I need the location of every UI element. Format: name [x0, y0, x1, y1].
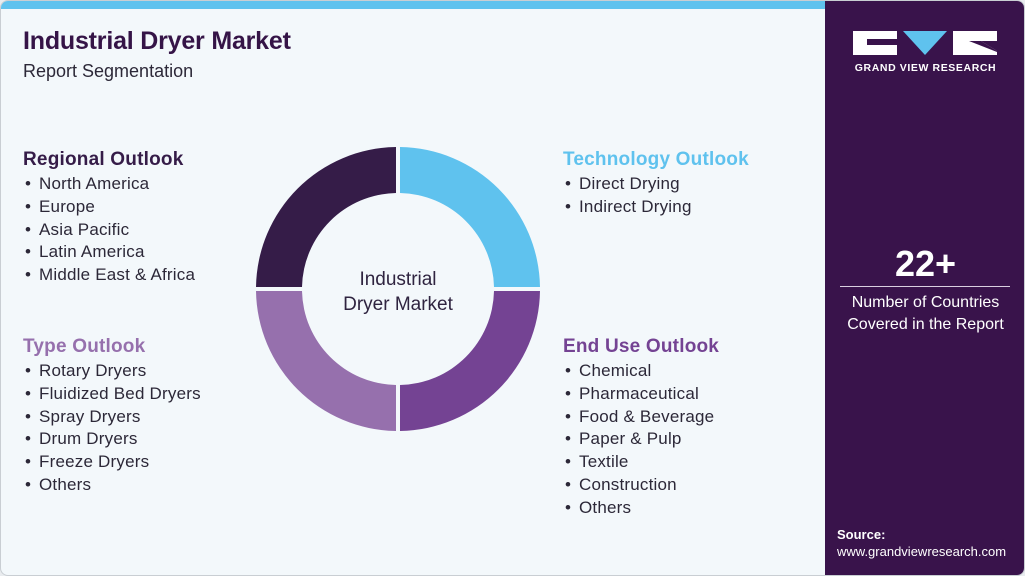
side-panel [825, 1, 1024, 575]
regional-outlook-section: Regional Outlook North America Europe As… [23, 149, 195, 287]
source-url-link[interactable]: www.grandviewresearch.com [837, 544, 1007, 559]
list-item: Textile [563, 451, 719, 474]
segmentation-donut [256, 147, 540, 431]
list-item: Indirect Drying [563, 196, 749, 219]
list-item: Construction [563, 474, 719, 497]
end-use-outlook-section: End Use Outlook Chemical Pharmaceutical … [563, 336, 719, 520]
end-use-outlook-title: End Use Outlook [563, 336, 720, 357]
countries-count: 22+ [894, 243, 957, 284]
list-item: Asia Pacific [23, 219, 195, 242]
list-item: Direct Drying [563, 173, 749, 196]
regional-outlook-list: North America Europe Asia Pacific Latin … [23, 173, 195, 287]
regional-outlook-title: Regional Outlook [23, 149, 184, 170]
technology-outlook-title: Technology Outlook [563, 149, 749, 170]
list-item: Middle East & Africa [23, 264, 195, 287]
donut-segment-end-use [400, 291, 540, 431]
list-item: Food & Beverage [563, 406, 719, 429]
countries-label-line1: Number of Countries [851, 294, 1000, 311]
list-item: Chemical [563, 360, 719, 383]
list-item: Others [563, 497, 719, 520]
top-accent-bar [1, 1, 825, 9]
list-item: Europe [23, 196, 195, 219]
donut-segment-technology [400, 147, 540, 287]
list-item: Latin America [23, 241, 195, 264]
donut-center-line2: Dryer Market [343, 294, 453, 315]
source-label: Source: [837, 527, 886, 542]
donut-segment-type [256, 291, 396, 431]
list-item: Spray Dryers [23, 406, 201, 429]
page-title: Industrial Dryer Market [23, 27, 291, 55]
list-item: Drum Dryers [23, 428, 201, 451]
technology-outlook-section: Technology Outlook Direct Drying Indirec… [563, 149, 749, 219]
list-item: North America [23, 173, 195, 196]
list-item: Pharmaceutical [563, 383, 719, 406]
donut-segment-regional [256, 147, 396, 287]
list-item: Paper & Pulp [563, 428, 719, 451]
grand-view-research-logo-icon [853, 31, 997, 55]
donut-center-line1: Industrial [359, 269, 437, 290]
type-outlook-section: Type Outlook Rotary Dryers Fluidized Bed… [23, 336, 201, 497]
countries-label: Number of Countries Covered in the Repor… [825, 292, 1024, 336]
logo-text: GRAND VIEW RESEARCH [854, 62, 997, 74]
page-subtitle: Report Segmentation [23, 61, 194, 81]
type-outlook-title: Type Outlook [23, 336, 146, 357]
stat-divider [840, 286, 1010, 287]
list-item: Freeze Dryers [23, 451, 201, 474]
technology-outlook-list: Direct Drying Indirect Drying [563, 173, 749, 219]
end-use-outlook-list: Chemical Pharmaceutical Food & Beverage … [563, 360, 719, 520]
type-outlook-list: Rotary Dryers Fluidized Bed Dryers Spray… [23, 360, 201, 497]
countries-label-line2: Covered in the Report [847, 316, 1004, 333]
list-item: Others [23, 474, 201, 497]
list-item: Fluidized Bed Dryers [23, 383, 201, 406]
donut-center-label: Industrial Dryer Market [301, 267, 495, 317]
list-item: Rotary Dryers [23, 360, 201, 383]
